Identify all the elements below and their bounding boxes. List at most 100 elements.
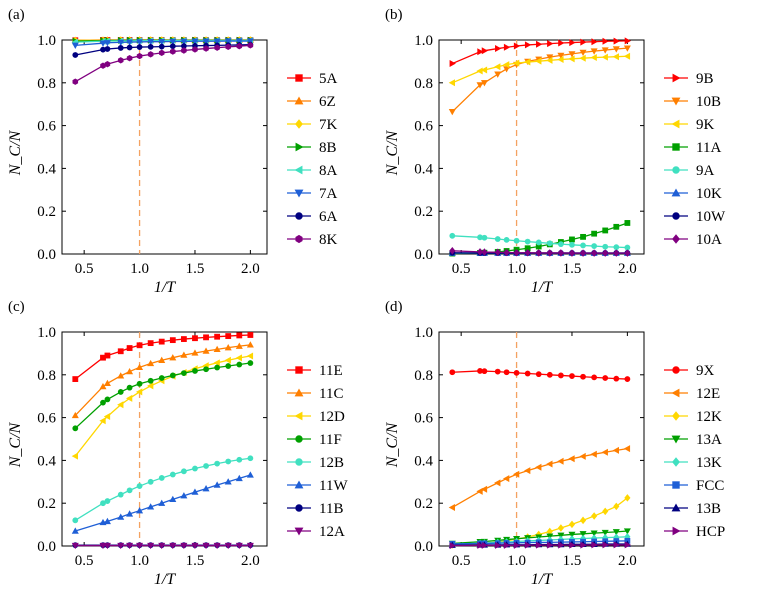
data-point [126, 384, 133, 391]
data-point [502, 61, 510, 69]
data-point [546, 371, 553, 378]
data-point [623, 445, 631, 453]
data-point [202, 542, 210, 550]
data-point [601, 53, 608, 61]
data-point [103, 517, 111, 525]
data-point [213, 481, 221, 488]
data-point [125, 394, 133, 402]
data-point [99, 382, 107, 390]
data-point [579, 49, 587, 57]
data-point [602, 541, 609, 549]
panel-b: (b) 0.0 0.2 0.4 0.6 0.8 1.0 0.5 1.0 1.5 2.0 1/T N_C/… [384, 7, 726, 296]
series-line [452, 370, 628, 380]
data-point [169, 337, 176, 344]
y-tick-label: 0.2 [37, 204, 56, 220]
panel-a: (a) 0.0 0.2 0.4 0.6 0.8 1.0 0.5 1.0 1.5 2.0 1/T N_C/… [7, 7, 338, 296]
data-point [535, 463, 542, 471]
data-point [524, 467, 531, 475]
data-point [203, 366, 209, 373]
data-point [224, 38, 232, 45]
data-point [191, 542, 199, 550]
panel-label: (d) [385, 299, 403, 315]
data-point [147, 39, 155, 46]
data-point [147, 542, 155, 550]
legend-label: 11E [319, 363, 343, 379]
data-point [158, 356, 166, 363]
data-point [135, 388, 143, 396]
legend-marker [671, 388, 680, 398]
data-point [613, 502, 620, 511]
data-point [202, 38, 210, 45]
data-point [601, 47, 609, 54]
legend-marker [672, 411, 680, 421]
data-point [169, 43, 176, 50]
data-point [480, 80, 488, 87]
data-point [126, 487, 133, 494]
y-axis-label: N_C/N [384, 421, 401, 468]
data-point [481, 541, 489, 549]
data-point [136, 342, 143, 349]
data-point [579, 516, 587, 525]
legend-marker [672, 73, 681, 83]
data-point [236, 332, 243, 339]
data-point [503, 248, 510, 257]
data-point [224, 356, 231, 364]
data-point [192, 46, 198, 53]
x-tick-label: 0.5 [452, 553, 471, 569]
data-point [590, 530, 598, 537]
data-point [180, 351, 188, 358]
data-point [224, 478, 232, 485]
y-tick-label: 0.0 [414, 247, 433, 263]
y-tick-label: 0.4 [37, 161, 56, 177]
data-point [568, 455, 575, 463]
data-point [180, 468, 187, 475]
data-point [448, 79, 455, 87]
data-point [624, 494, 631, 502]
data-point [557, 52, 565, 60]
data-point [449, 369, 456, 376]
data-point [503, 236, 510, 243]
series-line [452, 530, 628, 545]
data-point [158, 542, 166, 550]
data-point [191, 38, 199, 45]
x-tick-label: 2.0 [241, 553, 260, 569]
data-point [203, 463, 209, 469]
x-tick-label: 1.0 [130, 261, 149, 277]
y-tick-label: 0.2 [37, 496, 56, 512]
y-tick-label: 0.4 [37, 453, 56, 469]
series-line [452, 55, 628, 84]
data-point [202, 347, 210, 354]
data-point [169, 372, 176, 379]
data-point [557, 457, 564, 465]
data-point [136, 380, 143, 387]
series-line [74, 362, 251, 429]
data-point [103, 413, 111, 421]
y-tick-label: 0.8 [414, 76, 433, 92]
panel-d: (d) 0.0 0.2 0.4 0.6 0.8 1.0 0.5 1.0 1.5 2.0 1/T N_C/… [384, 299, 725, 588]
data-point [480, 485, 488, 493]
data-point [147, 382, 154, 390]
data-point [557, 372, 564, 379]
x-tick-label: 1.5 [563, 553, 582, 569]
data-point [225, 333, 232, 339]
data-point [590, 450, 597, 458]
y-axis-label: N_C/N [7, 129, 24, 176]
data-point [580, 242, 586, 249]
data-point [117, 389, 124, 395]
y-tick-label: 0.6 [414, 119, 433, 135]
data-point [235, 354, 242, 362]
series-line [451, 47, 628, 113]
data-point [180, 542, 188, 550]
legend-label: 10B [696, 94, 721, 110]
data-point [136, 483, 143, 489]
data-point [203, 45, 209, 52]
data-point [513, 248, 520, 257]
data-point [590, 54, 597, 62]
data-point [213, 345, 221, 353]
data-point [546, 54, 554, 61]
panel-label: (b) [385, 7, 403, 23]
data-point [494, 368, 501, 375]
data-point [612, 529, 620, 536]
data-point [481, 234, 488, 241]
data-point [568, 531, 576, 539]
